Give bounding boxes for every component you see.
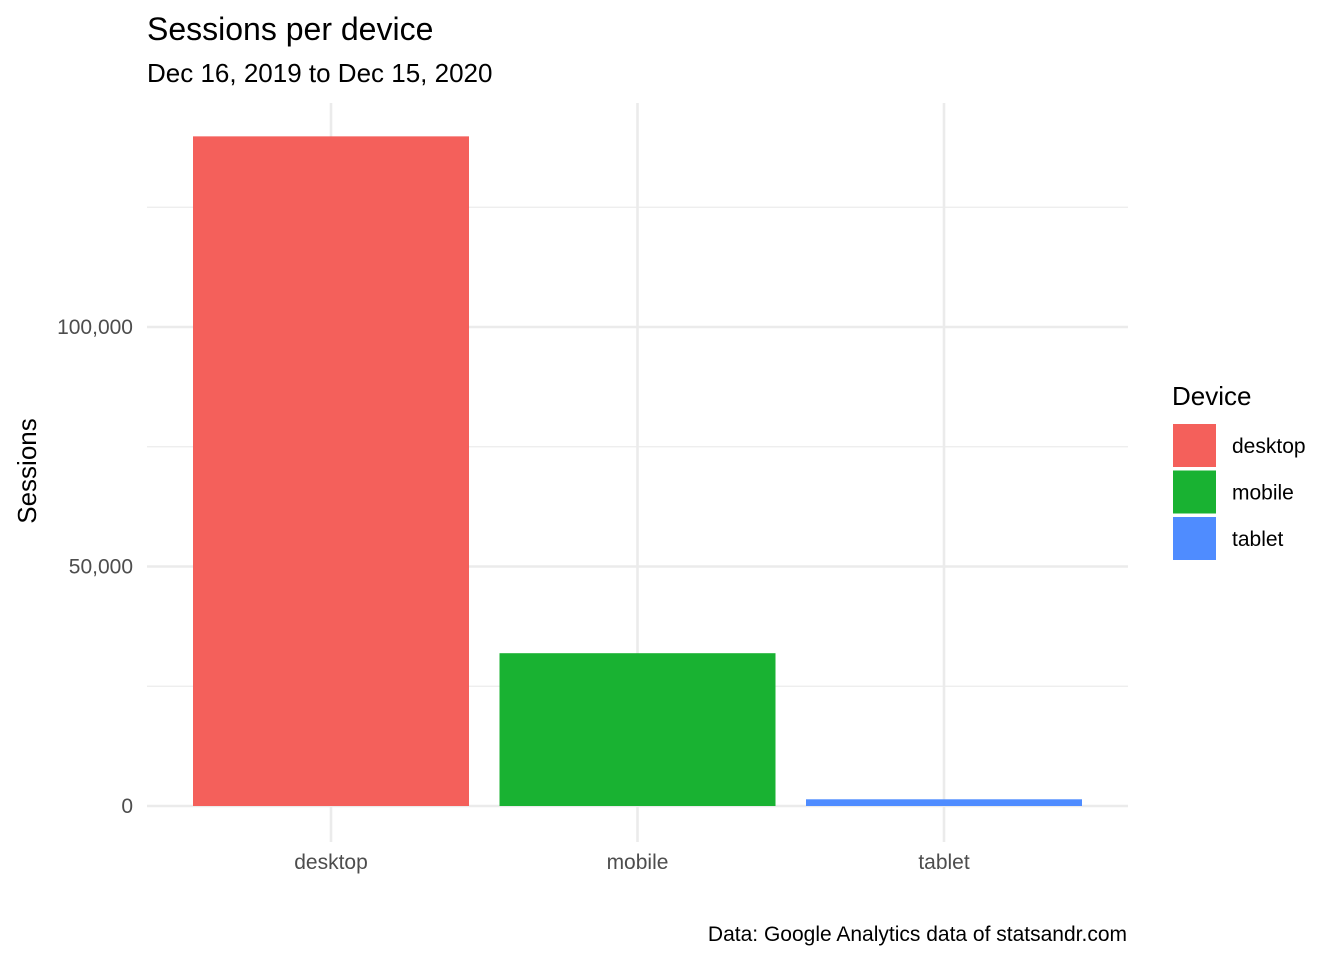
y-axis-tick-labels: 0 50,000 100,000	[57, 316, 133, 818]
bars	[193, 136, 1082, 806]
bar-tablet	[806, 799, 1082, 806]
legend-label-tablet: tablet	[1232, 528, 1284, 551]
legend-entries: desktop mobile tablet	[1173, 424, 1306, 560]
legend: Device desktop mobile tablet	[1172, 381, 1306, 560]
legend-swatch-tablet	[1173, 517, 1216, 560]
x-tick-label-desktop: desktop	[294, 851, 368, 874]
bar-mobile	[499, 653, 776, 806]
y-tick-label: 100,000	[57, 316, 133, 339]
y-tick-label: 0	[121, 795, 133, 818]
chart-caption: Data: Google Analytics data of statsandr…	[708, 923, 1127, 946]
legend-label-mobile: mobile	[1232, 482, 1294, 505]
legend-label-desktop: desktop	[1232, 435, 1306, 458]
chart-title: Sessions per device	[147, 11, 433, 47]
y-tick-label: 50,000	[69, 556, 133, 579]
x-axis-tick-labels: desktop mobile tablet	[294, 851, 970, 874]
chart-subtitle: Dec 16, 2019 to Dec 15, 2020	[147, 58, 492, 88]
y-axis-title: Sessions	[12, 418, 42, 524]
legend-swatch-mobile	[1173, 470, 1216, 514]
bar-desktop	[193, 136, 469, 806]
x-tick-label-mobile: mobile	[607, 851, 669, 874]
legend-swatch-desktop	[1173, 424, 1216, 467]
x-tick-label-tablet: tablet	[918, 851, 970, 874]
legend-title: Device	[1172, 381, 1251, 411]
